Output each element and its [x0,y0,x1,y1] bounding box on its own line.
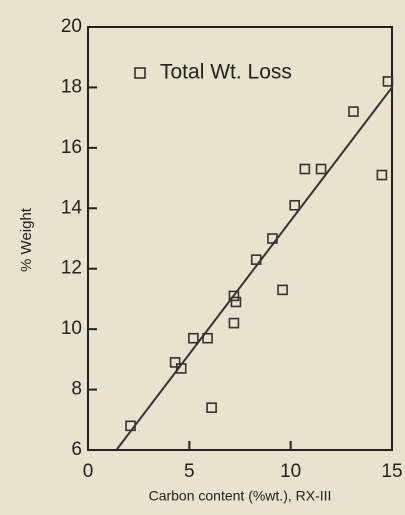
y-tick-label: 6 [71,439,82,460]
point [376,169,388,181]
point [299,163,311,175]
y-tick-label: 14 [61,197,83,218]
y-tick-label: 10 [61,318,82,339]
y-tick-label: 20 [61,16,82,37]
x-tick-label: 10 [280,461,301,482]
y-tick-label: 18 [61,76,82,97]
trend-line [115,86,393,451]
point [315,163,327,175]
y-axis-label: % Weight [18,207,35,272]
point [175,363,187,374]
y-tick-label: 16 [61,137,82,158]
point [277,284,288,296]
legend-label: Total Wt. Loss [160,61,292,84]
plot-frame [87,26,393,451]
x-tick-label: 5 [184,461,195,482]
x-axis-label: Carbon content (%wt.), RX-III [149,488,332,504]
point [230,296,242,308]
x-tick-label: 0 [83,461,94,482]
point [267,233,278,244]
point [206,402,217,414]
point [289,199,301,211]
point [188,332,199,344]
y-tick-label: 8 [71,379,82,400]
point [202,332,213,344]
x-tick-label: 15 [381,461,402,482]
point [228,290,240,302]
point [250,254,262,265]
y-tick-label: 12 [61,258,82,279]
point [125,420,136,432]
point [382,76,394,87]
point [228,317,240,329]
point [169,357,181,368]
legend-marker [134,67,146,79]
point [348,106,359,117]
